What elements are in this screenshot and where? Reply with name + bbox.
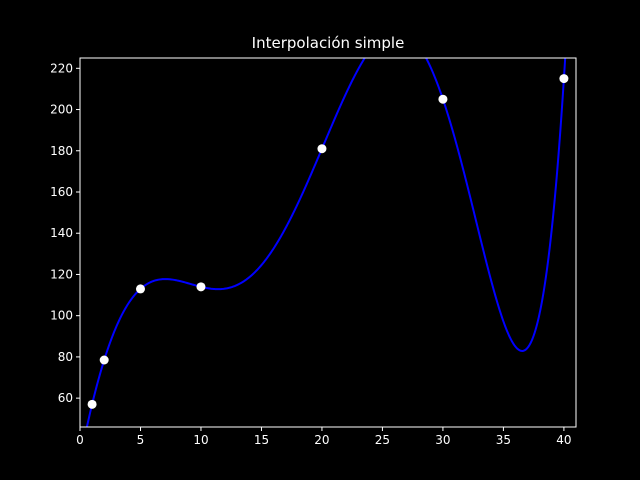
- y-axis: 60 80 100 120 140 160 180 200 220: [50, 61, 80, 405]
- data-point: [196, 282, 206, 292]
- x-tick-label: 0: [76, 433, 84, 447]
- x-tick-label: 25: [375, 433, 390, 447]
- y-tick-label: 100: [50, 309, 73, 323]
- x-tick-label: 20: [314, 433, 329, 447]
- interpolation-curve: [85, 58, 567, 427]
- y-tick-label: 200: [50, 103, 73, 117]
- y-tick-label: 140: [50, 226, 73, 240]
- data-point: [99, 355, 109, 365]
- x-tick-label: 35: [496, 433, 511, 447]
- x-tick-label: 5: [137, 433, 145, 447]
- y-tick-label: 220: [50, 61, 73, 75]
- y-tick-label: 160: [50, 185, 73, 199]
- x-tick-label: 10: [193, 433, 208, 447]
- plot-frame: [79, 57, 577, 428]
- x-tick-label: 30: [435, 433, 450, 447]
- x-axis: 0 5 10 15 20 25 30 35 40: [76, 427, 572, 447]
- data-point: [135, 284, 145, 294]
- y-tick-label: 60: [58, 391, 73, 405]
- data-point: [317, 144, 327, 154]
- chart-title: Interpolación simple: [252, 34, 405, 52]
- curve-layer: [85, 58, 567, 427]
- y-tick-label: 80: [58, 350, 73, 364]
- y-tick-label: 180: [50, 144, 73, 158]
- data-point: [559, 74, 569, 84]
- data-point: [438, 94, 448, 104]
- y-tick-label: 120: [50, 267, 73, 281]
- data-point: [87, 399, 97, 409]
- x-tick-label: 40: [556, 433, 571, 447]
- points-layer: [87, 74, 569, 409]
- x-tick-label: 15: [254, 433, 269, 447]
